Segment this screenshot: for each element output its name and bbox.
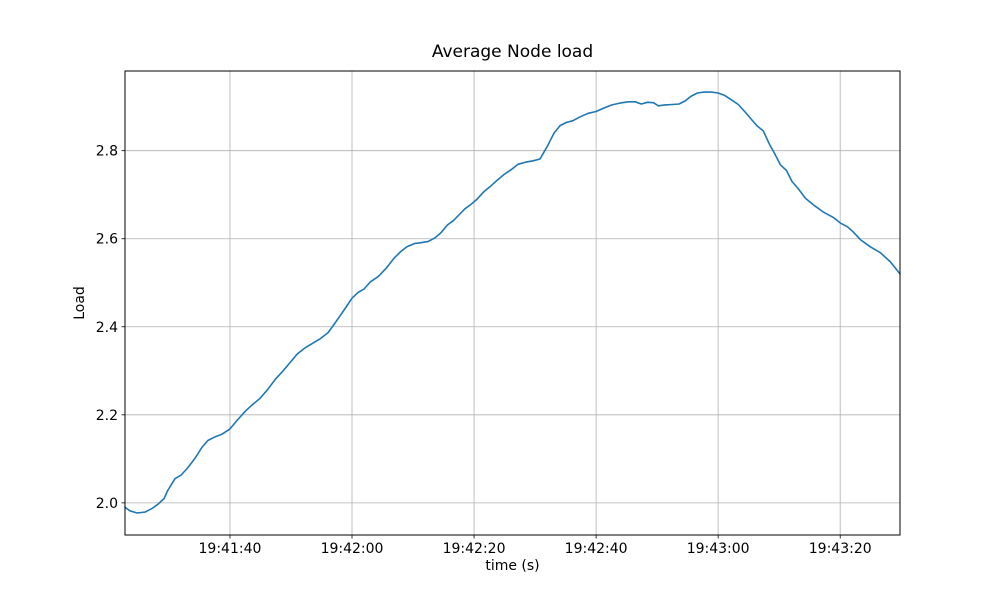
chart-title: Average Node load [431,42,594,62]
y-tick-label: 2.4 [96,320,118,336]
x-tick-label: 19:43:20 [809,541,872,557]
y-tick-label: 2.0 [96,496,118,512]
y-axis-label: Load [72,286,88,320]
y-tick-label: 2.2 [96,408,118,424]
x-axis-label: time (s) [485,558,540,574]
x-tick-label: 19:42:00 [321,541,384,557]
load-line-series [124,91,901,514]
plot-border [124,70,901,536]
y-tick-label: 2.8 [96,144,118,160]
x-tick-label: 19:41:40 [199,541,262,557]
x-tick-label: 19:42:40 [565,541,628,557]
y-tick-label: 2.6 [96,232,118,248]
x-tick-label: 19:43:00 [687,541,750,557]
x-tick-label: 19:42:20 [443,541,506,557]
